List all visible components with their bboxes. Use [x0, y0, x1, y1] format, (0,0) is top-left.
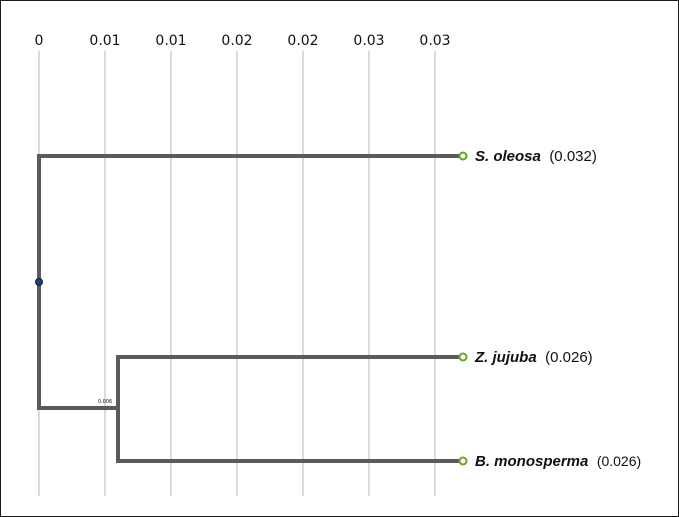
leaf-node-marker: [458, 352, 468, 362]
axis-tick-label: 0.03: [419, 33, 450, 49]
axis-tick-label: 0.01: [89, 33, 120, 49]
axis-tick-label: 0.02: [221, 33, 252, 49]
axis-tick-label: 0: [35, 33, 44, 49]
leaf-label: S. oleosa (0.032): [475, 148, 597, 165]
branches: [37, 154, 461, 463]
axis-tick-labels: 0 0.01 0.01 0.02 0.02 0.03 0.03: [35, 33, 451, 49]
leaf-node-marker: [458, 456, 468, 466]
leaf-branch-length: (0.026): [545, 349, 593, 366]
leaf-label: Z. jujuba (0.026): [474, 349, 593, 366]
internal-node-label: 0.006: [98, 399, 112, 405]
leaf-label: B. monosperma (0.026): [475, 453, 641, 470]
leaf-branch-length: (0.026): [597, 453, 641, 469]
leaf-species-name: S. oleosa: [475, 148, 541, 165]
leaf-species-name: Z. jujuba: [474, 349, 537, 366]
gridlines: [38, 51, 436, 496]
leaf-node-marker: [458, 151, 468, 161]
axis-tick-label: 0.02: [287, 33, 318, 49]
axis-tick-label: 0.03: [353, 33, 384, 49]
root-node-marker: [35, 278, 43, 286]
leaf-species-name: B. monosperma: [475, 453, 588, 470]
axis-tick-label: 0.01: [155, 33, 186, 49]
leaf-branch-length: (0.032): [549, 148, 597, 165]
